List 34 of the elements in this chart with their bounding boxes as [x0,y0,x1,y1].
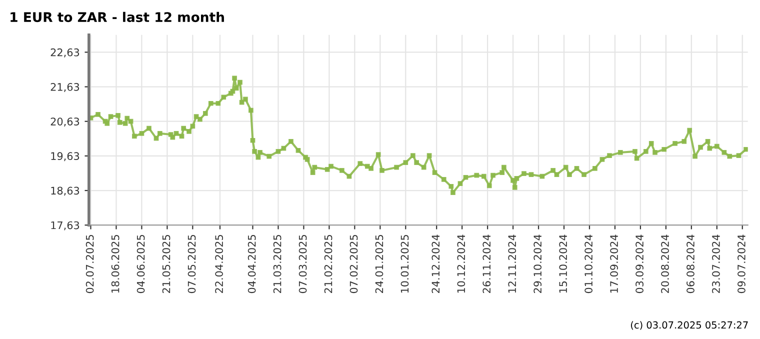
x-tick-label: 01.10.2024 [584,234,593,294]
x-tick-label: 06.08.2024 [686,234,694,294]
x-tick-label: 07.03.2025 [298,235,307,294]
x-tick-label: 07.02.2025 [350,235,358,294]
x-tick-label: 24.01.2025 [375,235,384,293]
text: (c) 03.07.2025 05:27:27 [630,321,748,330]
x-tick-label: 29.10.2024 [534,234,542,293]
x-tick-label: 02.07.2025 [86,235,94,294]
x-tick-label: 21.03.2025 [273,235,282,293]
y-tick-label: 20,63 [50,118,80,127]
x-tick-label: 07.05.2025 [188,235,196,294]
x-tick-label: 24.12.2024 [432,234,440,293]
x-tick-label: 17.09.2024 [610,234,618,293]
x-tick-label: 20.08.2024 [661,234,669,293]
x-tick-label: 03.09.2024 [636,234,644,294]
x-tick-label: 21.02.2025 [324,235,332,293]
x-tick-label: 10.01.2025 [400,235,409,293]
x-tick-label: 22.04.2025 [215,235,223,293]
x-tick-label: 18.06.2025 [111,235,120,293]
x-tick-label: 09.07.2024 [738,234,746,294]
y-tick-label: 19,63 [51,152,80,162]
x-tick-label: 04.04.2025 [248,235,256,294]
y-tick-label: 17,63 [51,221,80,230]
y-tick-label: 18,63 [51,186,80,196]
x-tick-label: 10.12.2024 [457,234,466,293]
chart-title: 1 EUR to ZAR - last 12 month [10,12,224,22]
x-tick-label: 26.11.2024 [482,234,491,293]
x-tick-label: 21.05.2025 [162,235,170,293]
x-tick-label: 23.07.2024 [712,234,720,293]
x-tick-label: 04.06.2025 [136,235,145,294]
y-tick-label: 22,63 [50,48,80,58]
y-tick-label: 21,63 [50,83,80,92]
x-tick-label: 15.10.2024 [559,234,568,293]
x-tick-label: 12.11.2024 [508,234,516,293]
